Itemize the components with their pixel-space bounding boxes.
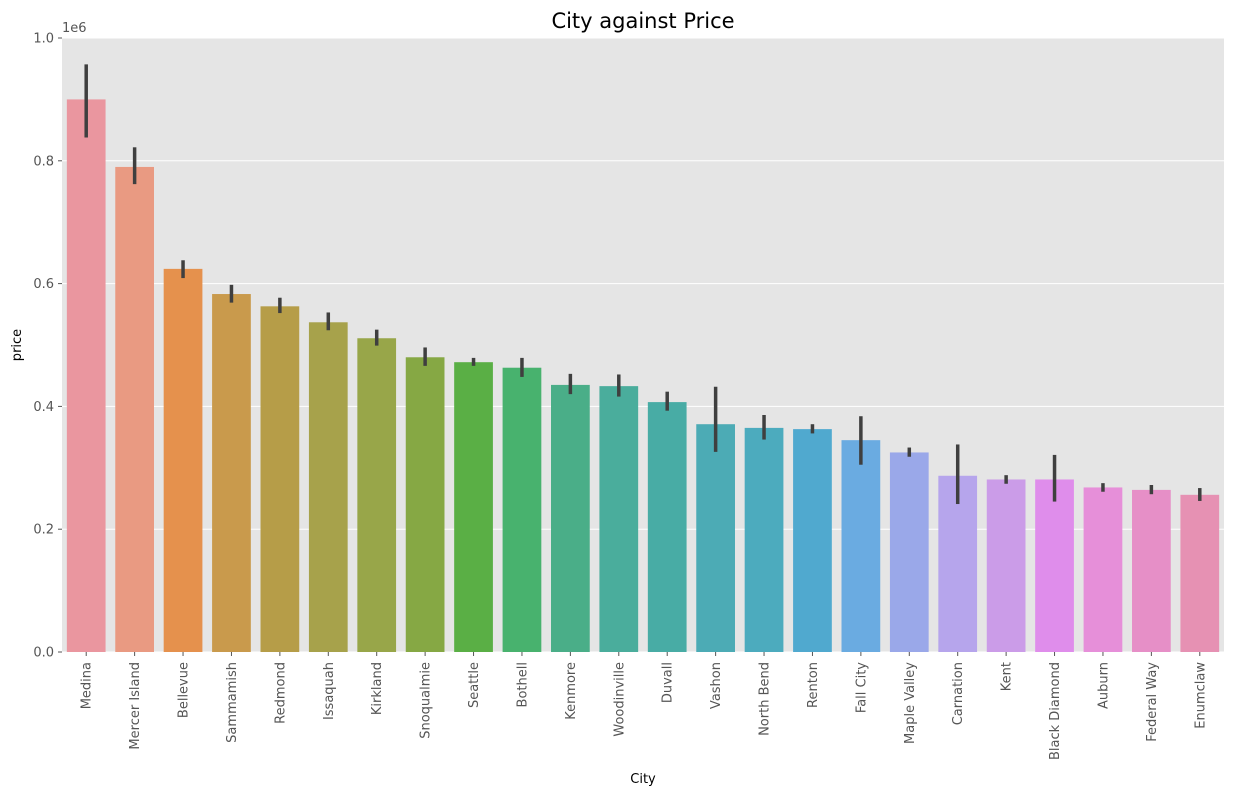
- bar: [841, 440, 881, 652]
- x-tick-label: Redmond: [273, 662, 288, 724]
- bar: [163, 268, 203, 652]
- bar: [1132, 489, 1171, 652]
- bar: [115, 166, 154, 652]
- bar: [405, 357, 445, 652]
- bar: [260, 306, 300, 652]
- x-tick-label: North Bend: [758, 662, 773, 736]
- y-tick-label: 0.0: [33, 646, 54, 661]
- bar: [938, 475, 978, 652]
- x-tick-label: Federal Way: [1145, 662, 1160, 742]
- x-tick-label: Kirkland: [370, 662, 385, 715]
- error-bars: [84, 64, 1202, 505]
- y-axis-ticks: 0.0 0.2 0.4 0.6 0.8 1.0: [33, 32, 62, 661]
- bar: [357, 338, 397, 652]
- x-tick-label: Fall City: [854, 662, 869, 713]
- bar: [696, 424, 735, 652]
- x-tick-label: Woodinville: [612, 662, 627, 737]
- bar: [308, 322, 348, 652]
- y-offset-label: 1e6: [62, 21, 87, 36]
- x-tick-label: Seattle: [467, 662, 482, 708]
- bar: [647, 402, 687, 652]
- x-tick-label: Issaquah: [322, 662, 337, 720]
- bar: [502, 367, 542, 652]
- x-tick-label: Maple Valley: [903, 662, 918, 744]
- bar: [454, 362, 493, 652]
- x-tick-label: Enumclaw: [1193, 662, 1208, 729]
- x-tick-label: Kent: [1000, 662, 1015, 691]
- plot-area: [62, 38, 1224, 652]
- bar: [551, 384, 590, 652]
- x-axis-ticks: Medina Mercer Island Bellevue Sammamish Redm…: [80, 652, 1208, 760]
- x-tick-label: Vashon: [709, 662, 724, 709]
- x-tick-label: Duvall: [661, 662, 676, 703]
- x-tick-label: Snoqualmie: [419, 662, 434, 739]
- bar: [1083, 487, 1123, 652]
- x-tick-label: Mercer Island: [128, 662, 143, 750]
- bar: [889, 452, 929, 652]
- y-tick-label: 0.6: [33, 277, 54, 292]
- x-axis-label: City: [630, 772, 656, 787]
- y-axis-label: price: [10, 329, 25, 361]
- x-tick-label: Renton: [806, 662, 821, 708]
- x-tick-label: Bothell: [515, 662, 530, 707]
- x-tick-label: Black Diamond: [1048, 662, 1063, 760]
- y-tick-label: 0.8: [33, 154, 54, 169]
- chart-title: City against Price: [551, 9, 734, 33]
- bar: [793, 429, 832, 652]
- y-tick-label: 0.2: [33, 523, 54, 538]
- x-tick-label: Bellevue: [177, 662, 192, 718]
- bars: [66, 99, 1220, 652]
- bar: [1180, 494, 1220, 652]
- bar: [1035, 479, 1074, 652]
- gridlines: [62, 37, 1224, 653]
- x-tick-label: Medina: [80, 662, 95, 709]
- bar: [986, 479, 1026, 652]
- y-tick-label: 0.4: [33, 400, 54, 415]
- x-tick-label: Carnation: [951, 662, 966, 725]
- x-tick-label: Sammamish: [225, 662, 240, 743]
- x-tick-label: Auburn: [1096, 662, 1111, 709]
- bar: [744, 427, 784, 652]
- bar: [66, 99, 106, 652]
- y-tick-label: 1.0: [33, 32, 54, 47]
- bar: [599, 386, 639, 652]
- bar: [212, 294, 251, 652]
- x-tick-label: Kenmore: [564, 662, 579, 720]
